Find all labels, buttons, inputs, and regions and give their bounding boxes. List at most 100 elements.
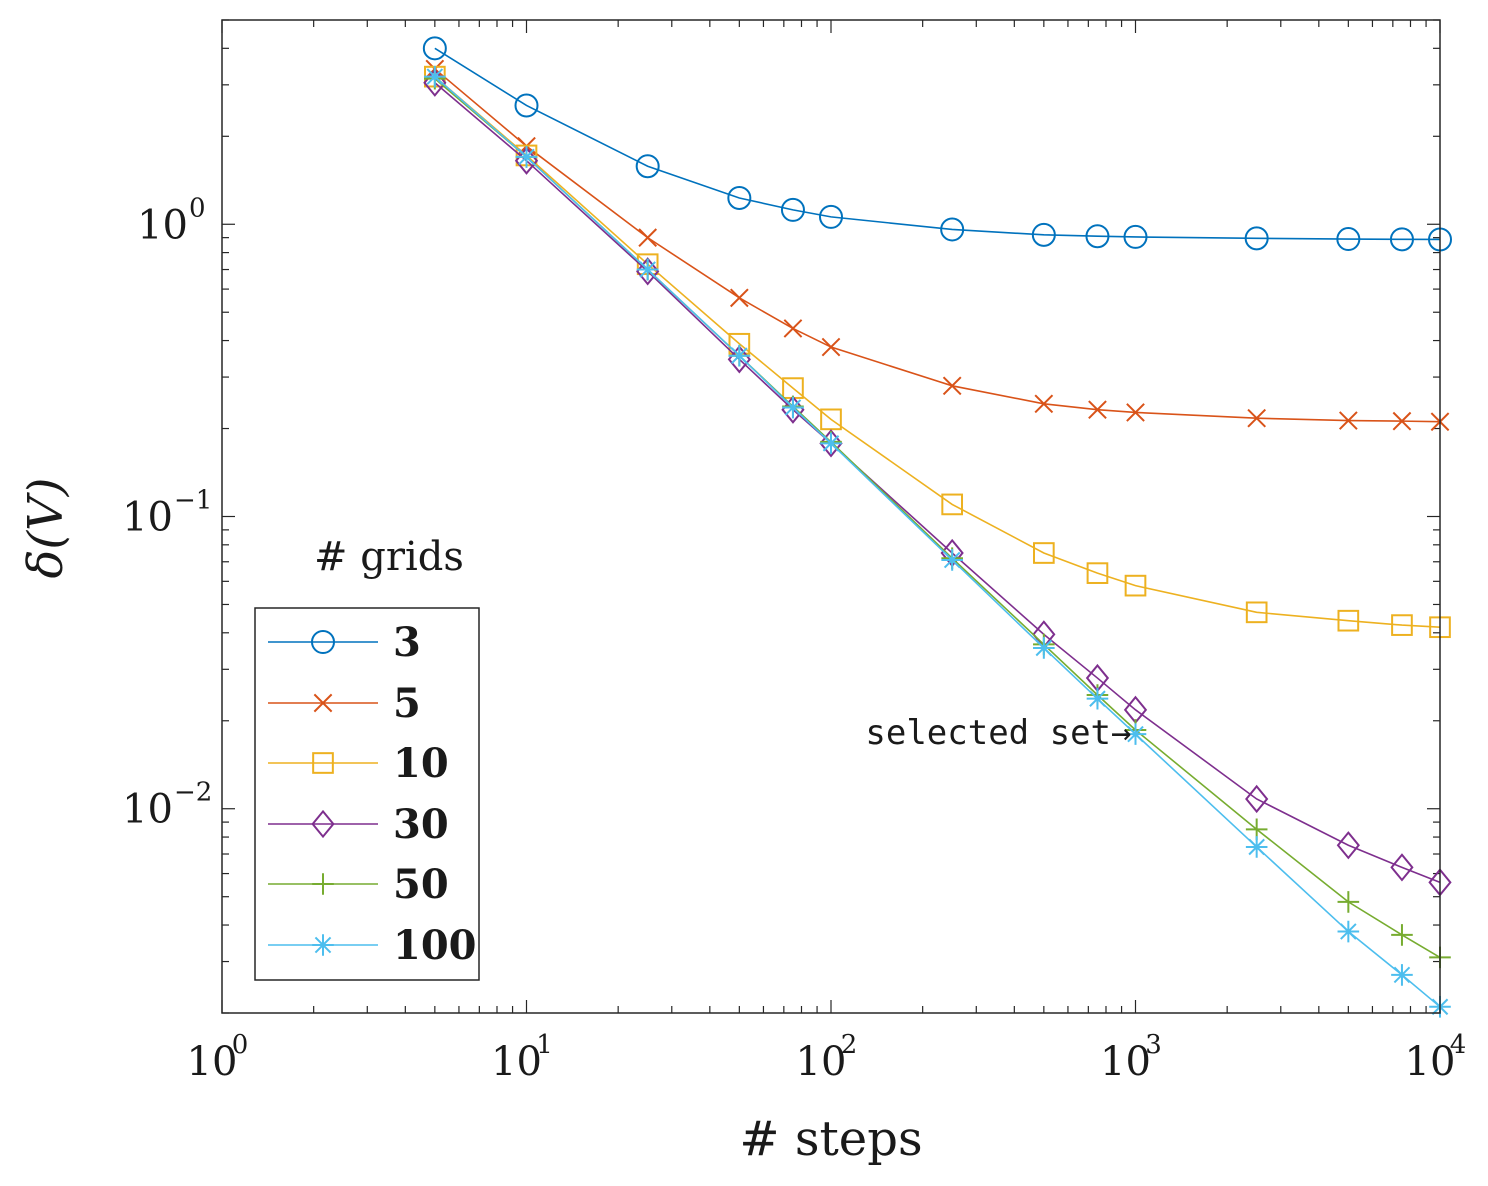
marker-square [312, 752, 334, 774]
series-line [434, 76, 1441, 629]
series-line [434, 47, 1441, 241]
legend-entry-50: 50 [268, 861, 449, 908]
marker-diamond [1245, 784, 1269, 814]
y-tick-label: 10 [122, 495, 173, 541]
marker-circle [514, 93, 539, 118]
legend-label: 5 [393, 680, 421, 727]
marker-circle [780, 197, 805, 222]
legend-entry-30: 30 [268, 801, 449, 848]
legend-entry-10: 10 [268, 740, 449, 787]
marker-circle [635, 154, 660, 179]
marker-circle [940, 217, 965, 242]
marker-asterisk [1124, 723, 1147, 745]
marker-x [638, 228, 658, 247]
y-tick-label: 10 [137, 202, 188, 248]
marker-asterisk [1391, 964, 1413, 986]
x-tick-labels: 100 101 102 103 104 [187, 1030, 1467, 1085]
y-axis-title: δ(V) [18, 477, 74, 578]
marker-plus [312, 873, 334, 895]
series-line [434, 82, 1441, 884]
marker-circle [1123, 224, 1148, 249]
legend-title: # grids [314, 534, 464, 580]
marker-asterisk [636, 258, 659, 281]
x-axis-title: # steps [739, 1111, 922, 1167]
series-line [434, 68, 1441, 423]
marker-x [313, 693, 333, 713]
annotation-selected-set: selected set→ [865, 713, 1131, 753]
marker-x [1247, 408, 1267, 428]
marker-asterisk [1337, 920, 1360, 943]
y-tick-label: 10 [122, 787, 173, 833]
marker-square [1337, 609, 1360, 632]
marker-asterisk [1086, 687, 1109, 710]
marker-asterisk [820, 432, 842, 455]
marker-circle [1085, 224, 1110, 249]
marker-circle [311, 630, 335, 654]
x-tick-label-exponent: 4 [1450, 1030, 1467, 1060]
x-tick-label-exponent: 3 [1145, 1030, 1162, 1060]
marker-x [821, 337, 841, 357]
legend-label: 50 [393, 861, 449, 908]
marker-square [941, 493, 964, 516]
x-tick-label: 10 [1100, 1039, 1151, 1085]
marker-x [1088, 400, 1107, 420]
marker-asterisk [312, 934, 334, 956]
marker-x [1338, 411, 1358, 430]
marker-x [1392, 411, 1412, 431]
marker-diamond [1390, 853, 1414, 882]
marker-circle [727, 185, 752, 210]
marker-square [1245, 601, 1268, 624]
y-tick-label-exponent: −2 [174, 778, 212, 808]
marker-asterisk [728, 344, 751, 367]
marker-x [1034, 394, 1054, 414]
series-line [434, 76, 1441, 1008]
x-tick-label: 10 [1405, 1039, 1456, 1085]
marker-circle [1031, 222, 1056, 247]
marker-plus [1391, 924, 1413, 946]
legend-entry-100: 100 [268, 922, 477, 969]
marker-diamond [636, 257, 660, 286]
legend-entry-3: 3 [268, 619, 421, 666]
marker-square [1086, 562, 1109, 584]
marker-x [783, 319, 803, 338]
y-tick-label-exponent: −1 [174, 486, 212, 516]
x-tick-label: 10 [491, 1039, 542, 1085]
marker-circle [1336, 227, 1361, 252]
marker-circle [1389, 227, 1414, 252]
marker-diamond [1336, 831, 1360, 860]
legend: 3 5 10 30 50 100 [254, 607, 480, 981]
x-tick-label: 10 [187, 1039, 238, 1085]
marker-asterisk [782, 396, 804, 419]
marker-plus [1337, 891, 1360, 913]
marker-square [1124, 574, 1147, 597]
marker-circle [819, 204, 843, 229]
marker-square [1391, 614, 1413, 636]
marker-diamond [311, 809, 335, 839]
marker-square [1032, 542, 1055, 564]
marker-x [729, 288, 749, 308]
marker-asterisk [424, 65, 446, 88]
x-tick-label: 10 [796, 1039, 847, 1085]
marker-asterisk [941, 549, 963, 571]
series-group [422, 36, 1452, 1018]
legend-entry-5: 5 [268, 680, 421, 727]
marker-asterisk [1033, 637, 1055, 659]
marker-diamond [819, 429, 843, 458]
marker-x [942, 376, 962, 396]
y-tick-label-exponent: 0 [189, 193, 206, 223]
series-3 [422, 36, 1452, 252]
legend-box [254, 607, 480, 981]
legend-label: 3 [393, 619, 421, 666]
x-tick-label-exponent: 0 [232, 1030, 249, 1060]
marker-circle [1244, 226, 1269, 251]
x-tick-label-exponent: 2 [841, 1030, 858, 1060]
marker-asterisk [1245, 836, 1268, 858]
legend-label: 10 [393, 740, 449, 787]
plot-frame [221, 19, 1441, 1014]
marker-x [1126, 403, 1145, 422]
legend-label: 100 [393, 922, 477, 969]
marker-asterisk [515, 146, 538, 168]
x-tick-label-exponent: 1 [536, 1030, 553, 1060]
